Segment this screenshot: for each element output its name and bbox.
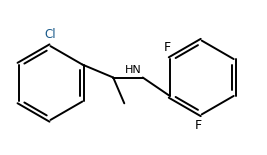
Text: F: F bbox=[163, 41, 170, 54]
Text: Cl: Cl bbox=[45, 28, 56, 41]
Text: HN: HN bbox=[125, 64, 142, 75]
Text: F: F bbox=[195, 119, 202, 132]
